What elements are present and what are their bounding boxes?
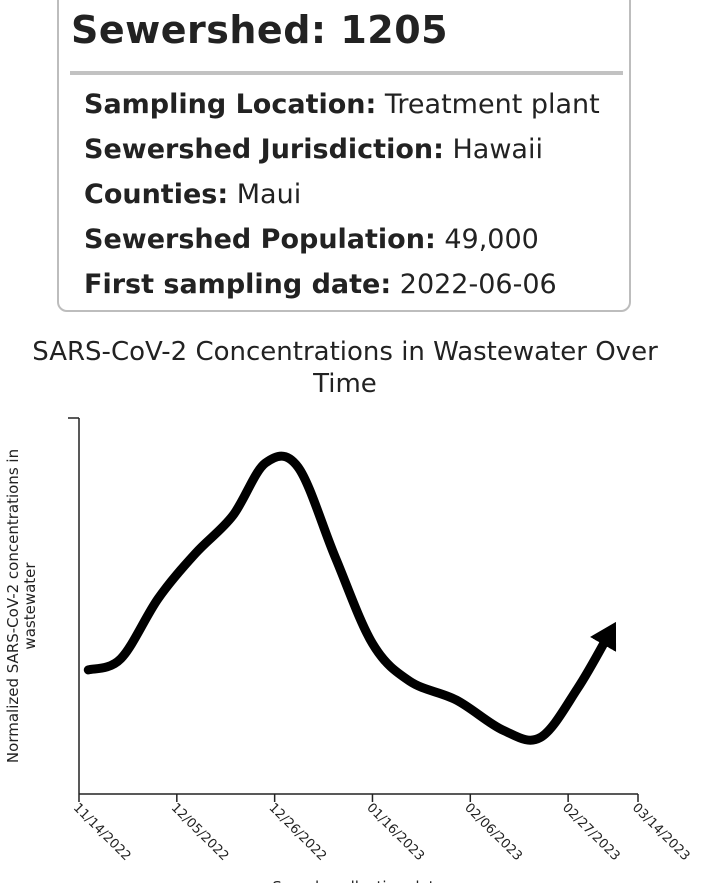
x-tick-label-4: 02/06/2023 bbox=[461, 800, 525, 864]
x-tick-label-0: 11/14/2022 bbox=[70, 800, 134, 864]
x-tick-label-3: 01/16/2023 bbox=[363, 800, 427, 864]
first-sampling-label: First sampling date: bbox=[84, 269, 392, 300]
counties-row: Counties: Maui bbox=[84, 172, 600, 217]
x-tick-label-6: 03/14/2023 bbox=[629, 800, 693, 864]
data-point-4 bbox=[232, 515, 233, 516]
population-row: Sewershed Population: 49,000 bbox=[84, 217, 600, 262]
x-tick-label-1: 12/05/2022 bbox=[168, 800, 232, 864]
data-point-10 bbox=[456, 700, 457, 701]
data-point-9 bbox=[409, 681, 410, 682]
data-point-3 bbox=[195, 553, 196, 554]
sewershed-info-card: Sewershed: 1205 Sampling Location: Treat… bbox=[57, 0, 631, 312]
sampling-location-value: Treatment plant bbox=[384, 89, 600, 120]
sampling-location-label: Sampling Location: bbox=[84, 89, 377, 120]
x-tick-label-5: 02/27/2023 bbox=[559, 800, 623, 864]
data-point-2 bbox=[158, 598, 159, 599]
counties-label: Counties: bbox=[84, 179, 229, 210]
y-axis-label-line-0: Normalized SARS-CoV-2 concentrations in bbox=[4, 449, 22, 763]
population-label: Sewershed Population: bbox=[84, 224, 436, 255]
data-point-11 bbox=[502, 730, 503, 731]
concentration-line-chart: 11/14/2022 12/05/2022 12/26/2022 01/16/2023… bbox=[4, 417, 693, 883]
data-point-6 bbox=[297, 466, 298, 467]
sampling-location-row: Sampling Location: Treatment plant bbox=[84, 82, 600, 127]
first-sampling-value: 2022-06-06 bbox=[399, 269, 557, 300]
x-axis-label: Sample collection date bbox=[272, 878, 444, 883]
data-point-12 bbox=[540, 737, 541, 738]
sewershed-title: Sewershed: 1205 bbox=[71, 8, 449, 52]
data-point-0 bbox=[88, 669, 89, 670]
data-point-13 bbox=[577, 688, 578, 689]
data-point-14 bbox=[610, 632, 611, 633]
sewershed-details: Sampling Location: Treatment plant Sewer… bbox=[84, 82, 600, 307]
jurisdiction-value: Hawaii bbox=[452, 134, 543, 165]
data-point-1 bbox=[120, 658, 121, 659]
series-line-0 bbox=[83, 451, 617, 745]
x-tick-label-2: 12/26/2022 bbox=[266, 800, 330, 864]
chart-title: SARS-CoV-2 Concentrations in Wastewater … bbox=[32, 337, 658, 399]
data-point-8 bbox=[372, 643, 373, 644]
data-point-7 bbox=[335, 557, 336, 558]
data-point-5 bbox=[265, 463, 266, 464]
jurisdiction-label: Sewershed Jurisdiction: bbox=[84, 134, 444, 165]
card-divider bbox=[70, 71, 623, 75]
counties-value: Maui bbox=[236, 179, 302, 210]
jurisdiction-row: Sewershed Jurisdiction: Hawaii bbox=[84, 127, 600, 172]
first-sampling-row: First sampling date: 2022-06-06 bbox=[84, 262, 600, 307]
y-axis-label: Normalized SARS-CoV-2 concentrations inw… bbox=[4, 449, 39, 763]
population-value: 49,000 bbox=[444, 224, 539, 255]
y-axis-label-line-1: wastewater bbox=[21, 562, 39, 650]
